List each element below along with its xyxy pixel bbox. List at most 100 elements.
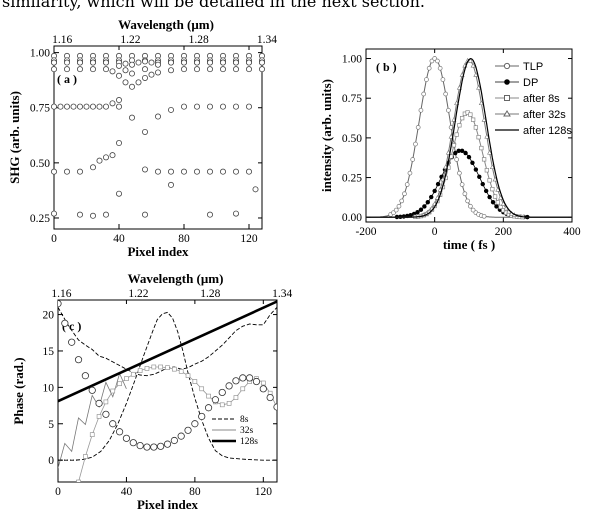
panel-label: ( a )	[57, 72, 77, 86]
y-tick-label: 0.00	[342, 212, 362, 224]
data-point	[422, 204, 427, 209]
data-point	[58, 300, 62, 308]
data-point	[232, 66, 239, 73]
legend-label: 128s	[240, 437, 258, 447]
data-point	[495, 200, 500, 205]
chart-c: 0 40 80 120 0 5 10 15 20 1.16 1.22 1.28 1.34 Waveleng…	[11, 271, 292, 512]
data-point	[154, 168, 161, 175]
data-point	[490, 186, 495, 192]
data-point	[481, 116, 487, 122]
data-point	[109, 152, 116, 159]
data-point	[83, 454, 88, 459]
data-point	[77, 59, 84, 66]
x-tick-label: 80	[189, 486, 201, 498]
data-point	[141, 74, 148, 81]
data-point	[204, 404, 213, 412]
data-point	[432, 188, 437, 194]
data-point	[128, 114, 135, 121]
data-point	[158, 364, 163, 370]
header-text: similarity, which will be detailed in th…	[2, 0, 425, 11]
data-point	[61, 319, 69, 327]
data-point	[102, 410, 110, 418]
data-point	[418, 107, 424, 113]
data-point	[70, 103, 77, 110]
data-point	[404, 182, 410, 187]
y-tick-label: 5	[48, 419, 54, 431]
y-tick-label: 20	[43, 310, 55, 322]
data-point	[180, 66, 187, 73]
data-point	[470, 62, 476, 68]
data-point	[453, 150, 458, 156]
data-point	[172, 366, 177, 372]
data-point	[136, 441, 144, 450]
legend-label: after 128s	[523, 125, 572, 137]
data-point	[206, 103, 213, 110]
data-point	[154, 69, 161, 76]
data-point	[193, 66, 200, 73]
data-point	[408, 212, 413, 218]
data-point	[498, 204, 503, 210]
y-axis-title: SHG (arb. units)	[7, 91, 22, 184]
y-tick-label: 0.75	[342, 93, 362, 105]
data-point	[191, 420, 199, 428]
data-point	[463, 150, 468, 156]
data-point	[232, 168, 239, 175]
data-point	[492, 194, 498, 199]
legend-label: TLP	[523, 61, 543, 73]
data-point	[470, 160, 475, 165]
data-point	[462, 191, 468, 197]
data-point	[103, 399, 109, 405]
y-tick-label: 15	[43, 346, 55, 358]
legend-marker	[503, 110, 511, 117]
series-line	[58, 306, 277, 377]
data-point	[481, 157, 487, 162]
chart-b: -200 0 200 400 0.00 0.25 0.50 0.75 1.00 time ( fs…	[319, 48, 581, 252]
data-point	[167, 181, 174, 188]
data-point	[180, 103, 187, 110]
data-point	[167, 59, 174, 66]
data-point	[489, 164, 495, 169]
data-point	[96, 414, 102, 419]
data-point	[484, 168, 490, 173]
data-point	[446, 107, 451, 113]
data-point	[77, 168, 84, 175]
x-tick-label: 200	[495, 226, 513, 238]
data-point	[473, 72, 479, 77]
data-point	[193, 103, 200, 110]
legend-marker	[504, 79, 510, 85]
x-tick-label: 120	[255, 486, 273, 498]
x-tick-label: 40	[113, 233, 125, 245]
data-point	[90, 164, 97, 171]
data-point	[141, 211, 148, 218]
data-point	[467, 57, 473, 63]
data-point	[137, 368, 143, 373]
plot-frame	[53, 45, 263, 230]
data-point	[479, 145, 484, 151]
data-point	[421, 91, 427, 97]
data-point	[245, 103, 252, 110]
data-point	[90, 59, 97, 66]
data-point	[90, 103, 97, 110]
series-line	[58, 300, 277, 403]
data-point	[459, 182, 465, 187]
data-point	[494, 204, 499, 209]
data-point	[232, 103, 239, 110]
data-point	[225, 382, 233, 390]
x-axis-title: Pixel index	[137, 497, 199, 512]
data-point	[110, 388, 116, 394]
data-point	[477, 174, 482, 180]
data-point	[129, 439, 137, 447]
y-tick-label: 1.00	[342, 54, 362, 66]
x-tick-label: 0	[55, 486, 61, 498]
series-line	[366, 59, 572, 218]
x-axis-title: time ( fs )	[443, 237, 495, 252]
data-point	[440, 77, 446, 82]
data-point	[51, 66, 58, 73]
data-point	[501, 208, 506, 213]
data-point	[192, 379, 198, 384]
data-point	[490, 200, 496, 205]
data-point	[77, 66, 84, 73]
data-point	[218, 388, 226, 397]
data-point	[487, 149, 493, 155]
